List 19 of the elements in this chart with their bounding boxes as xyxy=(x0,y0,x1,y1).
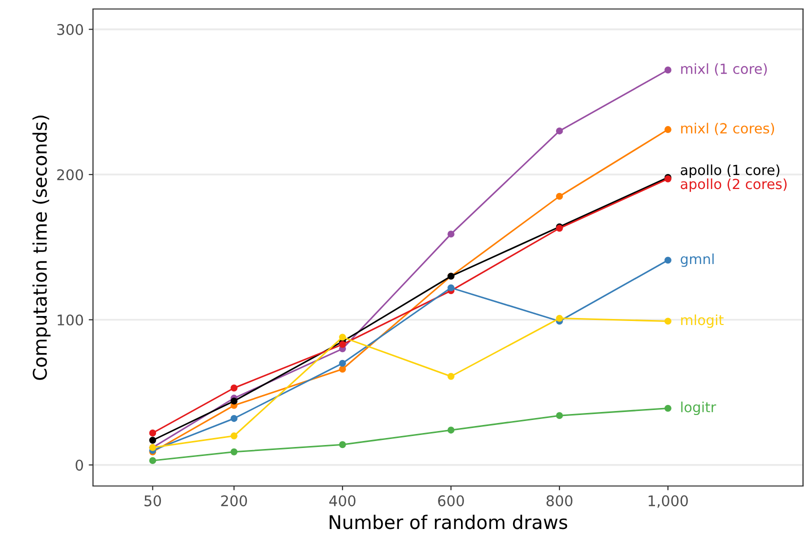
series-label: mixl (1 core) xyxy=(681,63,767,76)
y-tick-label: 100 xyxy=(58,314,84,326)
series-label: apollo (1 core) xyxy=(680,164,780,178)
x-tick-label: 800 xyxy=(546,495,572,506)
series-label: mlogit xyxy=(681,314,724,328)
series-label: logitr xyxy=(681,402,716,416)
y-tick-label: 200 xyxy=(57,169,84,180)
y-tick-label: 300 xyxy=(57,24,84,36)
x-tick-label: 50 xyxy=(144,495,161,506)
x-tick-label: 1,000 xyxy=(648,495,688,508)
x-tick-label: 600 xyxy=(438,495,464,506)
x-tick-label: 400 xyxy=(329,495,356,506)
series-label: apollo (2 cores) xyxy=(680,178,787,192)
series-label: mixl (2 cores) xyxy=(681,122,774,136)
x-axis-title: Number of random draws xyxy=(330,514,568,530)
x-tick-label: 200 xyxy=(221,495,247,506)
series-label: gmnl xyxy=(680,253,714,267)
y-axis-title: Computation time (seconds) xyxy=(32,116,51,380)
y-tick-label: 0 xyxy=(76,460,84,471)
